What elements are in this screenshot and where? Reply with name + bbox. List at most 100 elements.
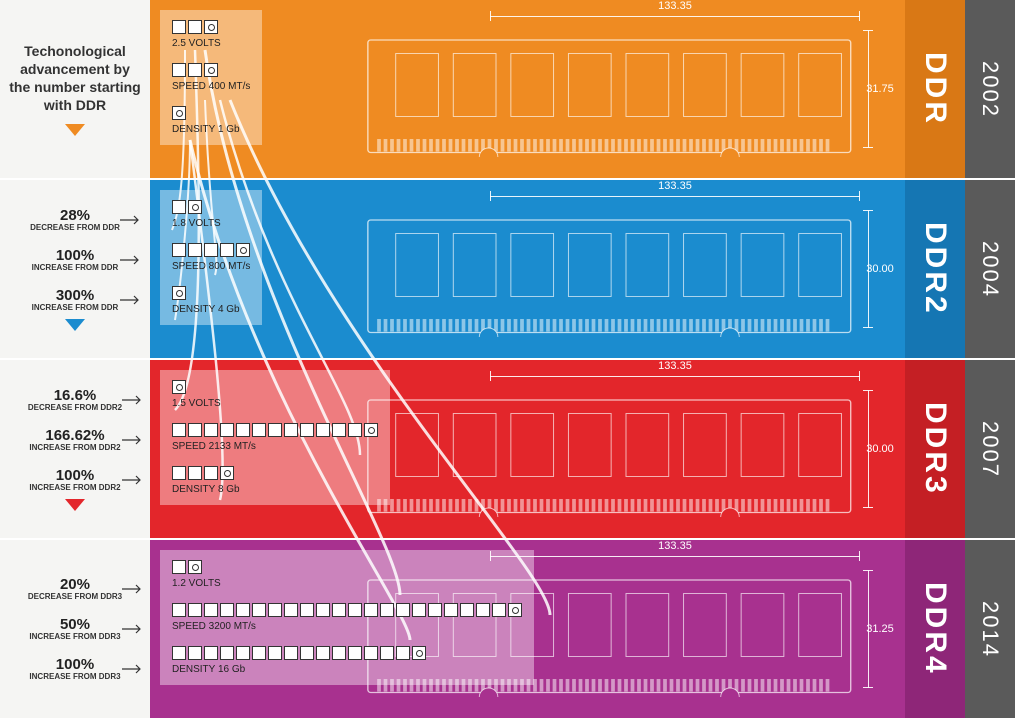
spec-icon-box xyxy=(204,646,218,660)
dim-height-label: 31.75 xyxy=(866,83,894,95)
main-panel: 133.3530.001.8 VOLTSSPEED 800 MT/sDENSIT… xyxy=(150,180,905,360)
spec-icon-box xyxy=(412,603,426,617)
dim-width-label: 133.35 xyxy=(652,360,698,372)
spec-icon-row xyxy=(172,200,250,214)
ram-module-diagram xyxy=(340,382,860,526)
stat-label: INCREASE FROM DDR xyxy=(30,304,120,313)
spec-icon-box xyxy=(172,200,186,214)
spec-icon-box xyxy=(268,423,282,437)
spec-icon-box xyxy=(428,603,442,617)
spec-icon-box xyxy=(204,243,218,257)
spec-icon-box xyxy=(492,603,506,617)
spec-icon-box xyxy=(172,243,186,257)
left-column: 16.6%DECREASE FROM DDR2 166.62%INCREASE F… xyxy=(0,360,150,540)
spec-density: DENSITY 1 Gb xyxy=(172,106,250,135)
stat-item: 100%INCREASE FROM DDR2 xyxy=(28,467,122,493)
left-column: Techonological advancement by the number… xyxy=(0,0,150,180)
spec-icon-box xyxy=(236,243,250,257)
stat-item: 20%DECREASE FROM DDR3 xyxy=(28,576,122,602)
spec-icon-box xyxy=(332,646,346,660)
spec-icon-box xyxy=(300,646,314,660)
stat-group: 28%DECREASE FROM DDR 100%INCREASE FROM DD… xyxy=(30,207,120,312)
stat-item: 300%INCREASE FROM DDR xyxy=(30,287,120,313)
generation-name: DDR4 xyxy=(918,582,952,676)
stat-group: 16.6%DECREASE FROM DDR2 166.62%INCREASE F… xyxy=(28,387,122,492)
spec-icon-row xyxy=(172,423,378,437)
spec-icon-box xyxy=(172,106,186,120)
stat-percent: 20% xyxy=(28,576,122,593)
dim-width-label: 133.35 xyxy=(652,0,698,12)
spec-volts: 1.2 VOLTS xyxy=(172,560,522,589)
generation-row-ddr3: 16.6%DECREASE FROM DDR2 166.62%INCREASE F… xyxy=(0,360,1015,540)
spec-icon-box xyxy=(204,423,218,437)
dim-height-label: 31.25 xyxy=(866,623,894,635)
spec-icon-box xyxy=(284,423,298,437)
spec-icon-box xyxy=(316,423,330,437)
callout-arrow-icon xyxy=(122,395,144,405)
specs-box: 1.5 VOLTSSPEED 2133 MT/sDENSITY 8 Gb xyxy=(160,370,390,505)
stat-item: 166.62%INCREASE FROM DDR2 xyxy=(28,427,122,453)
generation-name: DDR2 xyxy=(918,222,952,316)
spec-icon-box xyxy=(364,646,378,660)
specs-box: 1.8 VOLTSSPEED 800 MT/sDENSITY 4 Gb xyxy=(160,190,262,325)
spec-icon-box xyxy=(172,286,186,300)
stat-item: 16.6%DECREASE FROM DDR2 xyxy=(28,387,122,413)
callout-arrow-icon xyxy=(122,435,144,445)
spec-icon-box xyxy=(284,646,298,660)
spec-icon-row xyxy=(172,380,378,394)
spec-icon-box xyxy=(236,603,250,617)
spec-icon-box xyxy=(252,423,266,437)
spec-icon-box xyxy=(284,603,298,617)
stat-item: 28%DECREASE FROM DDR xyxy=(30,207,120,233)
spec-icon-box xyxy=(188,466,202,480)
spec-icon-box xyxy=(220,243,234,257)
spec-icon-box xyxy=(204,20,218,34)
spec-icon-box xyxy=(220,466,234,480)
spec-density: DENSITY 16 Gb xyxy=(172,646,522,675)
main-panel: 133.35 30.00 1.5 VOLTSSPEED 2133 MT/sDENSI… xyxy=(150,360,905,540)
spec-icon-box xyxy=(172,380,186,394)
generation-row-ddr4: 20%DECREASE FROM DDR3 50%INCREASE FROM DD… xyxy=(0,540,1015,720)
spec-icon-row xyxy=(172,646,522,660)
spec-icon-row xyxy=(172,603,522,617)
spec-icon-box xyxy=(300,603,314,617)
generation-year: 2004 xyxy=(977,241,1003,298)
callout-arrow-icon xyxy=(122,624,144,634)
stat-item: 100%INCREASE FROM DDR xyxy=(30,247,120,273)
spec-volts: 1.5 VOLTS xyxy=(172,380,378,409)
dimension-height: 31.75 xyxy=(861,30,899,148)
stat-percent: 16.6% xyxy=(28,387,122,404)
spec-icon-box xyxy=(188,20,202,34)
spec-icon-box xyxy=(396,603,410,617)
spec-density: DENSITY 8 Gb xyxy=(172,466,378,495)
spec-icon-box xyxy=(172,560,186,574)
spec-density: DENSITY 4 Gb xyxy=(172,286,250,315)
ram-module-diagram xyxy=(340,202,860,346)
callout-arrow-icon xyxy=(122,584,144,594)
chevron-down-icon xyxy=(65,124,85,136)
spec-icon-box xyxy=(476,603,490,617)
specs-box: 1.2 VOLTS SPEED 3200 MT/s DENSITY 16 Gb xyxy=(160,550,534,685)
spec-icon-row xyxy=(172,63,250,77)
dimension-height: 30.00 xyxy=(861,210,899,328)
spec-icon-box xyxy=(172,63,186,77)
stat-item: 50%INCREASE FROM DDR3 xyxy=(28,616,122,642)
ram-module-diagram xyxy=(340,22,860,166)
spec-icon-box xyxy=(220,646,234,660)
spec-icon-box xyxy=(220,603,234,617)
stat-label: DECREASE FROM DDR2 xyxy=(28,404,122,413)
spec-icon-box xyxy=(188,603,202,617)
dimension-height: 30.00 xyxy=(861,390,899,508)
stat-label: DECREASE FROM DDR xyxy=(30,224,120,233)
spec-icon-box xyxy=(364,603,378,617)
main-panel: 133.35 31.25 1.2 VOLTS SPEED 3200 MT/s DENSI… xyxy=(150,540,905,720)
specs-box: 2.5 VOLTSSPEED 400 MT/sDENSITY 1 Gb xyxy=(160,10,262,145)
spec-icon-box xyxy=(364,423,378,437)
spec-speed: SPEED 3200 MT/s xyxy=(172,603,522,632)
spec-icon-box xyxy=(172,423,186,437)
spec-icon-box xyxy=(236,646,250,660)
generation-row-ddr2: 28%DECREASE FROM DDR 100%INCREASE FROM DD… xyxy=(0,180,1015,360)
chevron-down-icon xyxy=(65,499,85,511)
spec-icon-row xyxy=(172,560,522,574)
dimension-width: 133.35 xyxy=(490,546,860,566)
